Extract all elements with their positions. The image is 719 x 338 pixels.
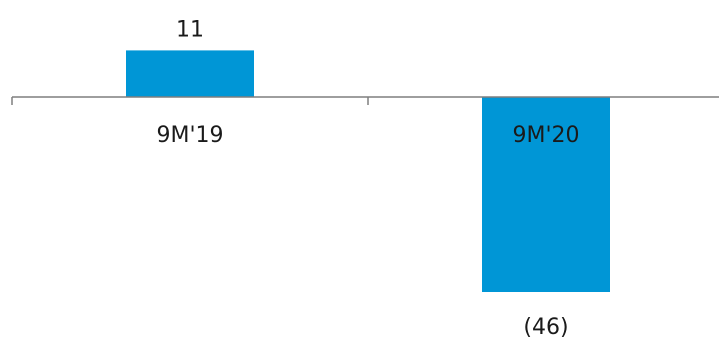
x-tick-label: 9M'20 bbox=[512, 123, 579, 148]
data-label: (46) bbox=[523, 315, 568, 338]
bars-group bbox=[126, 50, 610, 292]
bar-2 bbox=[482, 97, 610, 292]
x-tick-label: 9M'19 bbox=[156, 123, 223, 148]
x-axis bbox=[11, 96, 719, 105]
labels-group: 9M'19 11 9M'20 (46) bbox=[156, 17, 579, 338]
data-label: 11 bbox=[176, 17, 204, 42]
bar-1 bbox=[126, 50, 254, 97]
